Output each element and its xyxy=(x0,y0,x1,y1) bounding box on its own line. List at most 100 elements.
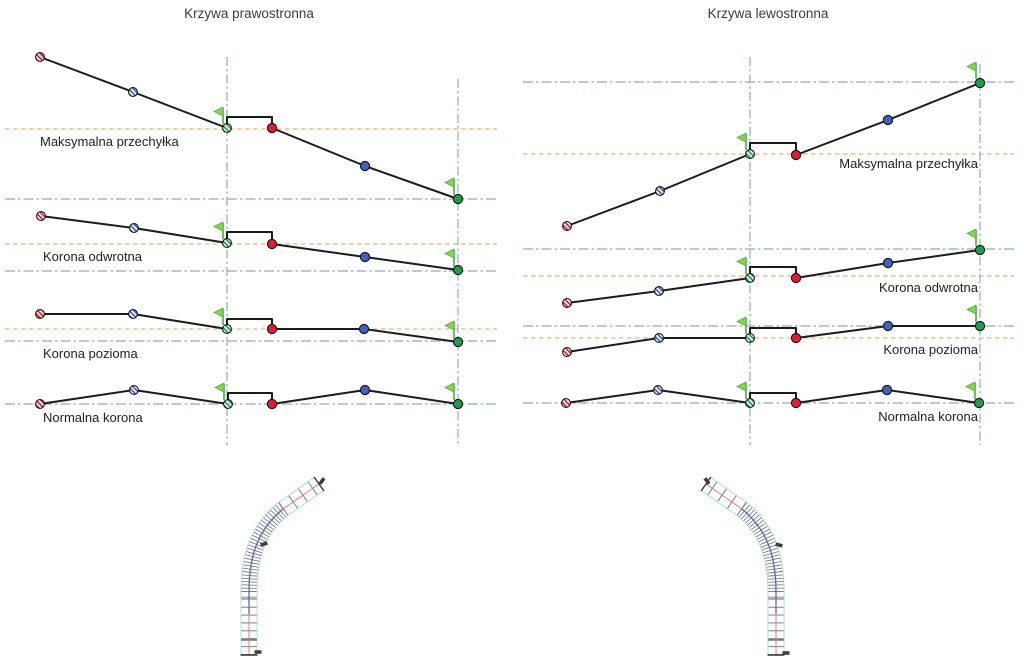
step-bridge-line xyxy=(749,392,797,404)
step-bridge-line xyxy=(749,142,797,156)
flag-icon xyxy=(213,221,224,239)
solid-red-marker xyxy=(790,332,802,344)
solid-green-marker xyxy=(452,193,464,205)
road-end-cap xyxy=(700,476,712,492)
hatched-red-marker xyxy=(35,399,45,409)
solid-green-marker xyxy=(452,336,464,348)
step-bridge-line xyxy=(226,116,273,129)
station-label-marker xyxy=(775,542,783,548)
solid-red-marker xyxy=(266,122,278,134)
road-end-cap xyxy=(313,476,325,492)
hatched-green-marker xyxy=(745,149,755,159)
row-label: Maksymalna przechyłka xyxy=(839,156,978,171)
hatched-green-marker xyxy=(745,398,755,408)
hatched-blue-marker xyxy=(129,385,139,395)
flag-icon xyxy=(736,132,747,150)
solid-red-marker xyxy=(790,272,802,284)
diagram-row: Korona pozioma xyxy=(35,307,464,361)
row-label: Korona odwrotna xyxy=(43,249,143,264)
title-right-curve: Krzywa prawostronna xyxy=(184,6,314,21)
diagram-row: Normalna korona xyxy=(561,381,985,424)
title-left-curve: Krzywa lewostronna xyxy=(708,6,829,21)
step-bridge-line xyxy=(226,231,273,245)
solid-green-marker xyxy=(974,77,986,89)
station-label-marker xyxy=(703,477,711,485)
solid-blue-marker xyxy=(358,323,370,335)
spiral-curve-line xyxy=(248,508,284,614)
hatched-blue-marker xyxy=(128,309,138,319)
solid-green-marker xyxy=(974,320,986,332)
solid-blue-marker xyxy=(359,160,371,172)
diagram-row: Normalna korona xyxy=(35,382,464,425)
step-bridge-line xyxy=(749,327,797,339)
hatched-red-marker xyxy=(35,309,45,319)
hatched-blue-marker xyxy=(129,223,139,233)
panel-prawostronna: Maksymalna przechyłka Korona odwrotna Koro… xyxy=(5,52,497,445)
hatched-blue-marker xyxy=(128,87,138,97)
diagram-row: Korona odwrotna xyxy=(36,211,464,276)
flag-icon xyxy=(736,256,747,274)
flag-icon xyxy=(966,228,977,246)
solid-blue-marker xyxy=(359,384,371,396)
solid-blue-marker xyxy=(882,320,894,332)
flag-icon xyxy=(213,307,224,325)
flag-icon xyxy=(213,106,224,124)
flag-icon xyxy=(214,382,225,400)
solid-red-marker xyxy=(266,323,278,335)
solid-red-marker xyxy=(266,238,278,250)
diagram-row: Korona odwrotna xyxy=(562,228,986,308)
diagram-row: Maksymalna przechyłka xyxy=(562,61,986,231)
hatched-blue-marker xyxy=(653,385,663,395)
solid-red-marker xyxy=(790,397,802,409)
diagram-row: Korona pozioma xyxy=(562,304,986,357)
flag-icon xyxy=(444,248,455,266)
flag-icon xyxy=(736,316,747,334)
spiral-curve-line xyxy=(741,508,777,614)
solid-green-marker xyxy=(974,244,986,256)
hatched-red-marker xyxy=(35,52,45,62)
step-bridge-line xyxy=(227,392,273,405)
solid-red-marker xyxy=(266,398,278,410)
hatched-green-marker xyxy=(223,399,233,409)
flag-icon xyxy=(965,381,976,399)
step-bridge-line xyxy=(749,266,797,279)
generated-diagram-content: Maksymalna przechyłka Korona odwrotna Koro… xyxy=(5,52,1014,656)
row-label: Maksymalna przechyłka xyxy=(40,134,179,149)
hatched-green-marker xyxy=(222,123,232,133)
station-label-marker xyxy=(782,651,790,655)
solid-blue-marker xyxy=(881,384,893,396)
hatched-red-marker xyxy=(562,347,572,357)
solid-blue-marker xyxy=(882,257,894,269)
plan-prawostronna-plan xyxy=(240,476,326,656)
hatched-green-marker xyxy=(222,238,232,248)
plan-lewostronna-plan xyxy=(700,476,790,656)
row-label: Korona pozioma xyxy=(883,342,978,357)
flag-icon xyxy=(966,61,977,79)
hatched-red-marker xyxy=(562,221,572,231)
step-bridge-line xyxy=(226,318,273,330)
flag-icon xyxy=(736,381,747,399)
solid-blue-marker xyxy=(882,114,894,126)
hatched-red-marker xyxy=(36,211,46,221)
row-label: Normalna korona xyxy=(43,410,143,425)
flag-icon xyxy=(444,382,455,400)
flag-icon xyxy=(444,177,455,195)
hatched-blue-marker xyxy=(654,333,664,343)
station-label-marker xyxy=(254,650,262,654)
row-label: Korona odwrotna xyxy=(879,280,979,295)
station-label-marker xyxy=(318,477,326,485)
hatched-blue-marker xyxy=(655,186,665,196)
solid-green-marker xyxy=(452,264,464,276)
panel-lewostronna: Maksymalna przechyłka Korona odwrotna Koro… xyxy=(523,57,1014,445)
solid-blue-marker xyxy=(359,251,371,263)
flag-icon xyxy=(966,304,977,322)
flag-icon xyxy=(444,320,455,338)
hatched-green-marker xyxy=(745,333,755,343)
hatched-green-marker xyxy=(222,324,232,334)
diagram-row: Maksymalna przechyłka xyxy=(35,52,464,205)
hatched-blue-marker xyxy=(654,286,664,296)
solid-green-marker xyxy=(452,398,464,410)
row-label: Korona pozioma xyxy=(43,346,138,361)
